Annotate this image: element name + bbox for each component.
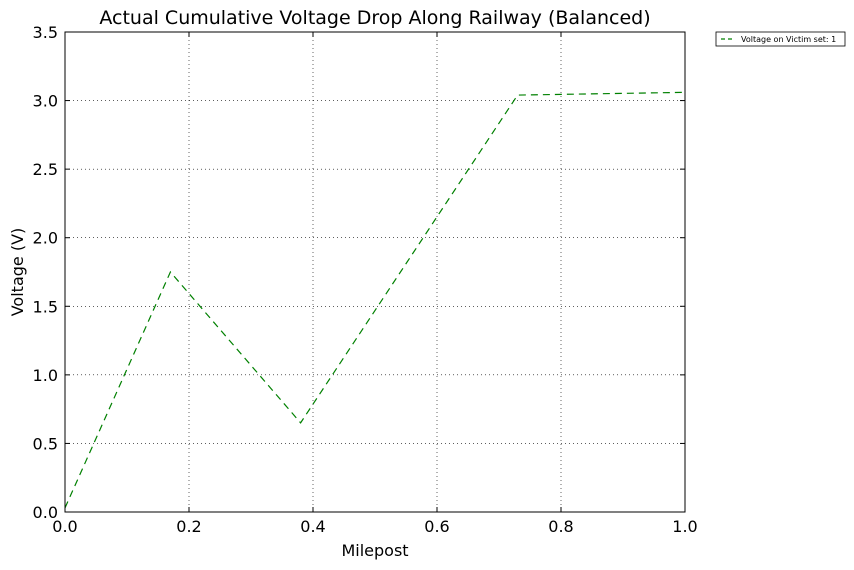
- y-tick-label: 2.5: [33, 160, 58, 179]
- x-axis-ticks: 0.0 0.2 0.4 0.6 0.8 1.0: [52, 32, 698, 536]
- y-tick-label: 1.5: [33, 297, 58, 316]
- x-tick-label: 0.4: [300, 517, 325, 536]
- legend-box: [715, 31, 846, 47]
- x-axis-label: Milepost: [341, 541, 408, 560]
- y-axis-ticks: 0.0 0.5 1.0 1.5 2.0 2.5 3.0 3.5: [33, 23, 685, 522]
- y-tick-label: 0.0: [33, 503, 58, 522]
- y-tick-label: 3.0: [33, 92, 58, 111]
- x-tick-label: 0.0: [52, 517, 77, 536]
- y-tick-label: 3.5: [33, 23, 58, 42]
- legend: Voltage on Victim set: 1: [715, 31, 846, 47]
- chart-title: Actual Cumulative Voltage Drop Along Rai…: [99, 7, 650, 29]
- x-tick-label: 0.8: [548, 517, 573, 536]
- grid: [65, 32, 685, 512]
- legend-label: Voltage on Victim set: 1: [741, 35, 836, 44]
- series-line-0: [64, 91, 686, 509]
- series-layer: [64, 91, 686, 509]
- y-tick-label: 2.0: [33, 229, 58, 248]
- x-tick-label: 1.0: [672, 517, 697, 536]
- y-tick-label: 1.0: [33, 366, 58, 385]
- y-tick-label: 0.5: [33, 434, 58, 453]
- y-axis-label: Voltage (V): [8, 228, 27, 317]
- x-tick-label: 0.6: [424, 517, 449, 536]
- x-tick-label: 0.2: [176, 517, 201, 536]
- plot-frame: [64, 31, 686, 513]
